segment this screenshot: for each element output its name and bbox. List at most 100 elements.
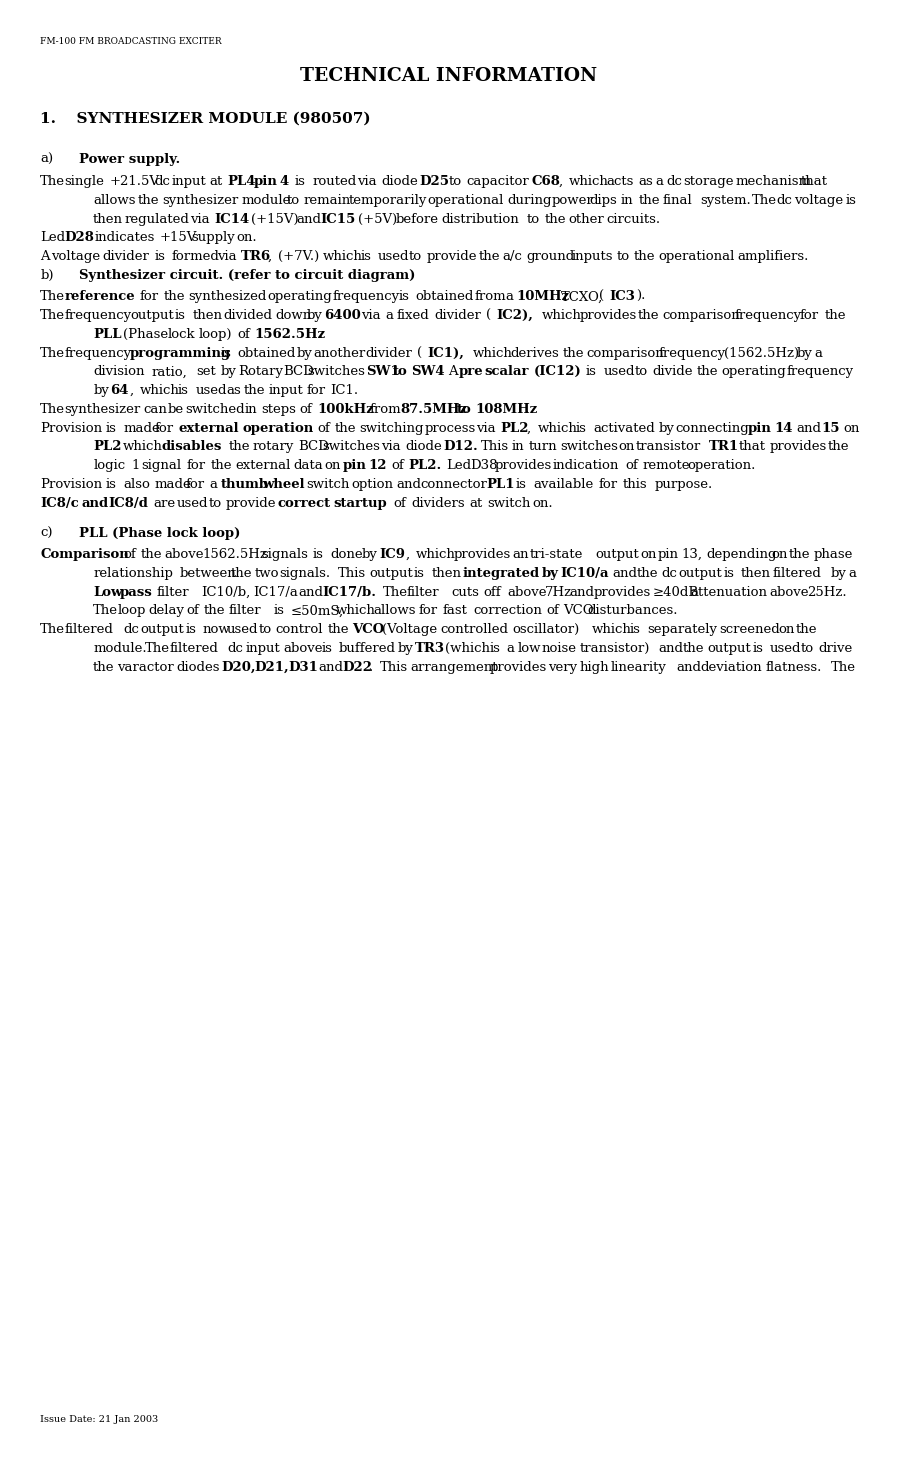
Text: transistor): transistor) <box>579 641 650 655</box>
Text: 15: 15 <box>821 422 840 434</box>
Text: indicates: indicates <box>94 231 155 244</box>
Text: from: from <box>475 290 506 303</box>
Text: distribution: distribution <box>441 212 518 225</box>
Text: the: the <box>140 549 161 560</box>
Text: signal: signal <box>142 459 182 472</box>
Text: steps: steps <box>262 403 296 416</box>
Text: at: at <box>470 497 483 509</box>
Text: to: to <box>449 175 462 188</box>
Text: IC14: IC14 <box>214 212 249 225</box>
Text: is: is <box>398 290 409 303</box>
Text: for: for <box>187 459 205 472</box>
Text: for: for <box>800 309 819 322</box>
Text: tri-state: tri-state <box>530 549 583 560</box>
Text: 4: 4 <box>280 175 289 188</box>
Text: dips: dips <box>590 194 617 207</box>
Text: filter: filter <box>407 585 440 599</box>
Text: provides: provides <box>490 660 547 674</box>
Text: and: and <box>296 212 321 225</box>
Text: on: on <box>778 624 795 635</box>
Text: storage: storage <box>684 175 734 188</box>
Text: is: is <box>186 624 196 635</box>
Text: D12.: D12. <box>443 440 478 453</box>
Text: dc: dc <box>228 641 244 655</box>
Text: on.: on. <box>532 497 553 509</box>
Text: loop: loop <box>118 605 146 618</box>
Text: IC8/d: IC8/d <box>108 497 148 509</box>
Text: on.: on. <box>236 231 257 244</box>
Text: then: then <box>431 566 461 580</box>
Text: FM-100 FM BROADCASTING EXCITER: FM-100 FM BROADCASTING EXCITER <box>40 37 222 46</box>
Text: the: the <box>824 309 846 322</box>
Text: from: from <box>370 403 401 416</box>
Text: 7Hz: 7Hz <box>545 585 572 599</box>
Text: and: and <box>318 660 344 674</box>
Text: wheel: wheel <box>262 478 304 491</box>
Text: above: above <box>165 549 205 560</box>
Text: the: the <box>796 624 817 635</box>
Text: diodes: diodes <box>176 660 220 674</box>
Text: by: by <box>831 566 847 580</box>
Text: disables: disables <box>161 440 222 453</box>
Text: noise: noise <box>542 641 577 655</box>
Text: provide: provide <box>226 497 276 509</box>
Text: TECHNICAL INFORMATION: TECHNICAL INFORMATION <box>300 68 597 85</box>
Text: is: is <box>414 566 425 580</box>
Text: to: to <box>616 250 630 263</box>
Text: and: and <box>396 478 422 491</box>
Text: by: by <box>93 384 109 397</box>
Text: turn: turn <box>529 440 558 453</box>
Text: at: at <box>210 175 223 188</box>
Text: IC1),: IC1), <box>428 347 465 359</box>
Text: input: input <box>245 641 280 655</box>
Text: provide: provide <box>427 250 477 263</box>
Text: power: power <box>552 194 594 207</box>
Text: The: The <box>832 660 857 674</box>
Text: switching: switching <box>360 422 423 434</box>
Text: as: as <box>638 175 653 188</box>
Text: the: the <box>93 660 115 674</box>
Text: D31: D31 <box>289 660 318 674</box>
Text: switches: switches <box>308 365 365 378</box>
Text: to: to <box>801 641 814 655</box>
Text: a/c: a/c <box>502 250 522 263</box>
Text: (: ( <box>599 290 605 303</box>
Text: circuits.: circuits. <box>606 212 661 225</box>
Text: process: process <box>424 422 476 434</box>
Text: can: can <box>144 403 168 416</box>
Text: of: of <box>123 549 135 560</box>
Text: SW1: SW1 <box>366 365 400 378</box>
Text: and: and <box>676 660 701 674</box>
Text: a: a <box>506 290 513 303</box>
Text: and: and <box>797 422 822 434</box>
Text: The: The <box>40 403 65 416</box>
Text: input: input <box>268 384 303 397</box>
Text: the: the <box>229 440 250 453</box>
Text: comparison: comparison <box>587 347 665 359</box>
Text: module.: module. <box>93 641 147 655</box>
Text: used: used <box>378 250 410 263</box>
Text: the: the <box>639 194 660 207</box>
Text: thumb: thumb <box>221 478 268 491</box>
Text: and: and <box>299 585 323 599</box>
Text: the: the <box>634 250 656 263</box>
Text: high: high <box>579 660 609 674</box>
Text: (which: (which <box>445 641 490 655</box>
Text: filter: filter <box>157 585 189 599</box>
Text: D25: D25 <box>419 175 449 188</box>
Text: oscillator): oscillator) <box>512 624 579 635</box>
Text: VCO: VCO <box>563 605 594 618</box>
Text: disturbances.: disturbances. <box>588 605 678 618</box>
Text: is: is <box>220 347 231 359</box>
Text: formed: formed <box>172 250 220 263</box>
Text: The: The <box>40 175 65 188</box>
Text: provides: provides <box>770 440 827 453</box>
Text: is: is <box>586 365 597 378</box>
Text: correct: correct <box>277 497 331 509</box>
Text: this: this <box>623 478 648 491</box>
Text: (1562.5Hz): (1562.5Hz) <box>725 347 799 359</box>
Text: by: by <box>361 549 378 560</box>
Text: very: very <box>548 660 578 674</box>
Text: the: the <box>138 194 160 207</box>
Text: which: which <box>123 440 163 453</box>
